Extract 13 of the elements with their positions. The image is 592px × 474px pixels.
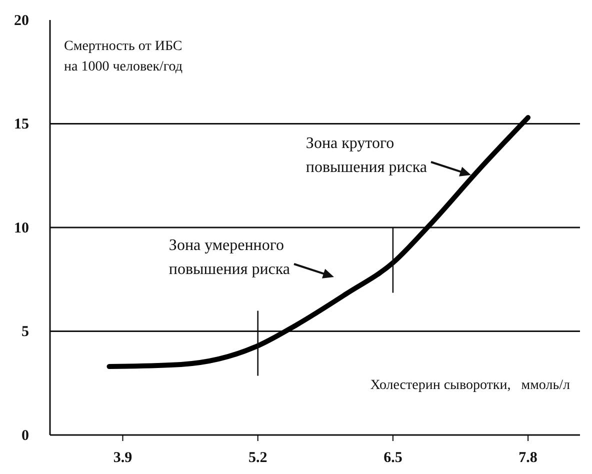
x-tick-label: 6.5 <box>384 450 402 466</box>
y-tick-label: 15 <box>14 116 29 133</box>
x-tick-label: 7.8 <box>518 450 538 466</box>
y-tick-label: 5 <box>22 324 29 340</box>
y-tick-label: 20 <box>14 12 29 29</box>
y-axis-title: Смертность от ИБС на 1000 человек/год <box>64 39 182 74</box>
annotation: Зона умеренного повышения риска <box>168 237 290 278</box>
x-tick-label: 5.2 <box>248 450 268 466</box>
x-axis-title: Холестерин сыворотки, ммоль/л <box>370 378 570 393</box>
x-tick-label: 3.9 <box>113 450 132 466</box>
y-tick-label: 10 <box>14 220 29 236</box>
y-tick-label: 0 <box>22 428 29 444</box>
annotation: Зона крутого повышения риска <box>306 135 427 176</box>
